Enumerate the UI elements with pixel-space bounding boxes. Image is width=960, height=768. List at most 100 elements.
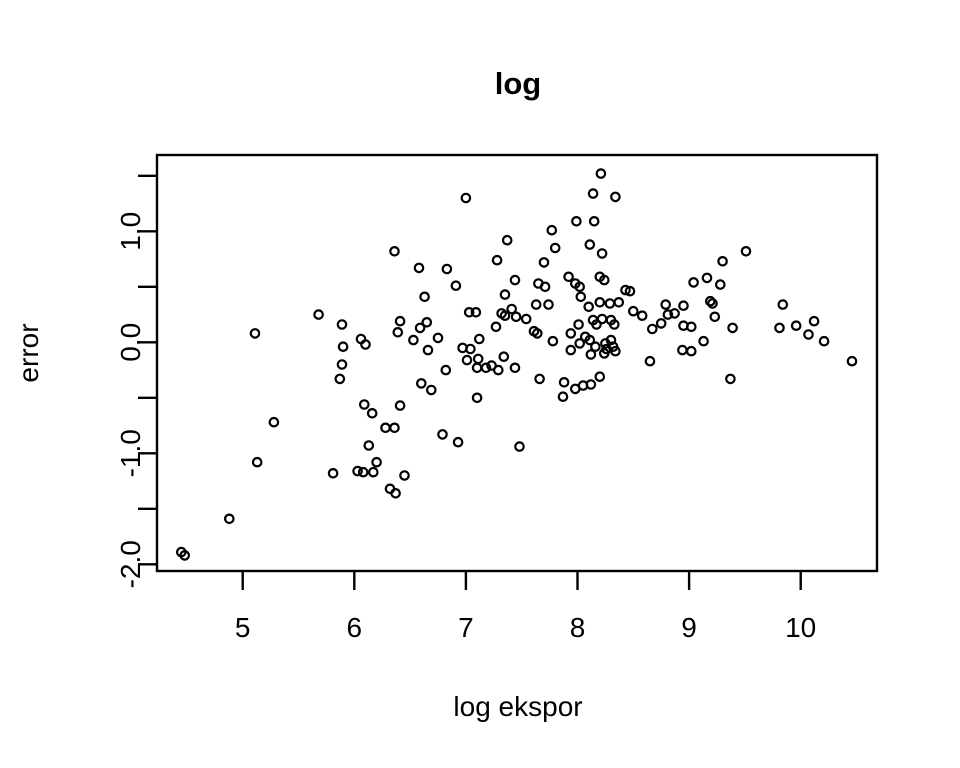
data-point xyxy=(394,315,406,327)
data-point xyxy=(584,239,596,250)
data-point xyxy=(534,373,545,385)
data-point xyxy=(509,362,521,374)
data-point xyxy=(336,359,348,370)
data-point xyxy=(471,362,483,374)
x-tick-label: 8 xyxy=(570,612,586,643)
data-point xyxy=(610,345,621,357)
y-tick-label: -2.0 xyxy=(115,540,146,588)
x-tick-label: 7 xyxy=(458,612,474,643)
data-point xyxy=(425,384,437,396)
data-point xyxy=(546,224,558,236)
data-point xyxy=(707,298,718,309)
x-axis-tick-labels: 5 6 7 8 9 10 xyxy=(235,612,816,643)
data-point xyxy=(179,550,190,561)
data-point xyxy=(334,373,346,385)
y-tick-label: -1.0 xyxy=(115,429,146,477)
data-point xyxy=(419,291,430,303)
y-axis-title: error xyxy=(13,323,44,382)
data-point xyxy=(452,436,464,448)
data-point xyxy=(441,263,453,275)
data-point xyxy=(610,191,621,203)
data-point xyxy=(389,422,400,434)
data-point xyxy=(480,362,492,374)
data-point xyxy=(790,320,802,331)
data-point xyxy=(688,277,699,288)
data-point xyxy=(473,333,485,345)
data-point xyxy=(846,355,858,367)
data-point xyxy=(224,513,235,525)
data-point xyxy=(678,300,689,311)
data-point xyxy=(725,373,736,385)
data-point xyxy=(605,334,617,346)
plot-box xyxy=(155,153,879,573)
data-point xyxy=(558,376,570,388)
data-point xyxy=(595,168,607,179)
data-point xyxy=(662,309,674,320)
data-point xyxy=(646,323,658,335)
data-point xyxy=(557,391,569,402)
data-point xyxy=(510,311,522,323)
data-point xyxy=(450,280,462,291)
data-point xyxy=(327,467,339,479)
data-point xyxy=(460,192,472,204)
data-point xyxy=(313,309,324,320)
data-point xyxy=(465,343,476,355)
data-point xyxy=(587,188,599,199)
data-point xyxy=(677,344,688,356)
data-point xyxy=(249,328,261,339)
data-point xyxy=(740,246,752,257)
data-point xyxy=(565,344,577,356)
data-point xyxy=(491,254,503,266)
x-tick-label: 10 xyxy=(785,612,816,643)
data-point xyxy=(390,487,401,499)
data-point xyxy=(357,466,369,478)
x-tick-label: 9 xyxy=(681,612,697,643)
y-axis-tick-labels: -2.0 -1.0 0.0 1.0 xyxy=(115,212,146,589)
data-point xyxy=(709,311,721,323)
data-point xyxy=(549,242,561,254)
data-point xyxy=(392,326,404,338)
data-point xyxy=(563,271,574,283)
data-point xyxy=(514,441,525,452)
data-point xyxy=(371,456,382,468)
data-point xyxy=(506,303,517,315)
data-point xyxy=(777,299,789,310)
y-axis-ticks xyxy=(138,174,157,566)
data-point xyxy=(571,216,582,227)
data-point xyxy=(613,296,625,308)
data-point xyxy=(394,400,406,411)
data-point xyxy=(461,354,473,366)
data-point xyxy=(360,339,371,350)
data-point xyxy=(366,407,378,419)
data-point xyxy=(591,319,602,330)
data-point xyxy=(644,355,656,367)
data-point xyxy=(808,315,820,327)
data-point xyxy=(470,306,482,318)
data-point xyxy=(399,470,410,481)
data-point xyxy=(463,306,475,318)
data-point xyxy=(336,319,348,330)
y-tick-label: 1.0 xyxy=(115,212,146,251)
data-point xyxy=(358,399,370,410)
data-point xyxy=(588,216,600,227)
data-point xyxy=(422,344,434,356)
data-point xyxy=(774,322,785,334)
data-point xyxy=(437,429,448,440)
x-axis-ticks xyxy=(241,571,802,590)
data-point xyxy=(585,379,597,390)
data-point xyxy=(598,274,610,286)
data-point xyxy=(501,234,513,246)
data-point xyxy=(575,291,587,303)
data-point xyxy=(594,371,606,382)
data-point xyxy=(620,284,631,296)
data-point xyxy=(415,378,427,389)
data-point xyxy=(337,341,349,352)
data-point xyxy=(408,334,419,346)
data-point xyxy=(530,299,542,310)
data-point xyxy=(727,322,738,334)
data-point xyxy=(585,349,597,360)
data-point xyxy=(818,335,830,347)
data-point xyxy=(583,301,594,313)
data-point xyxy=(590,341,601,352)
